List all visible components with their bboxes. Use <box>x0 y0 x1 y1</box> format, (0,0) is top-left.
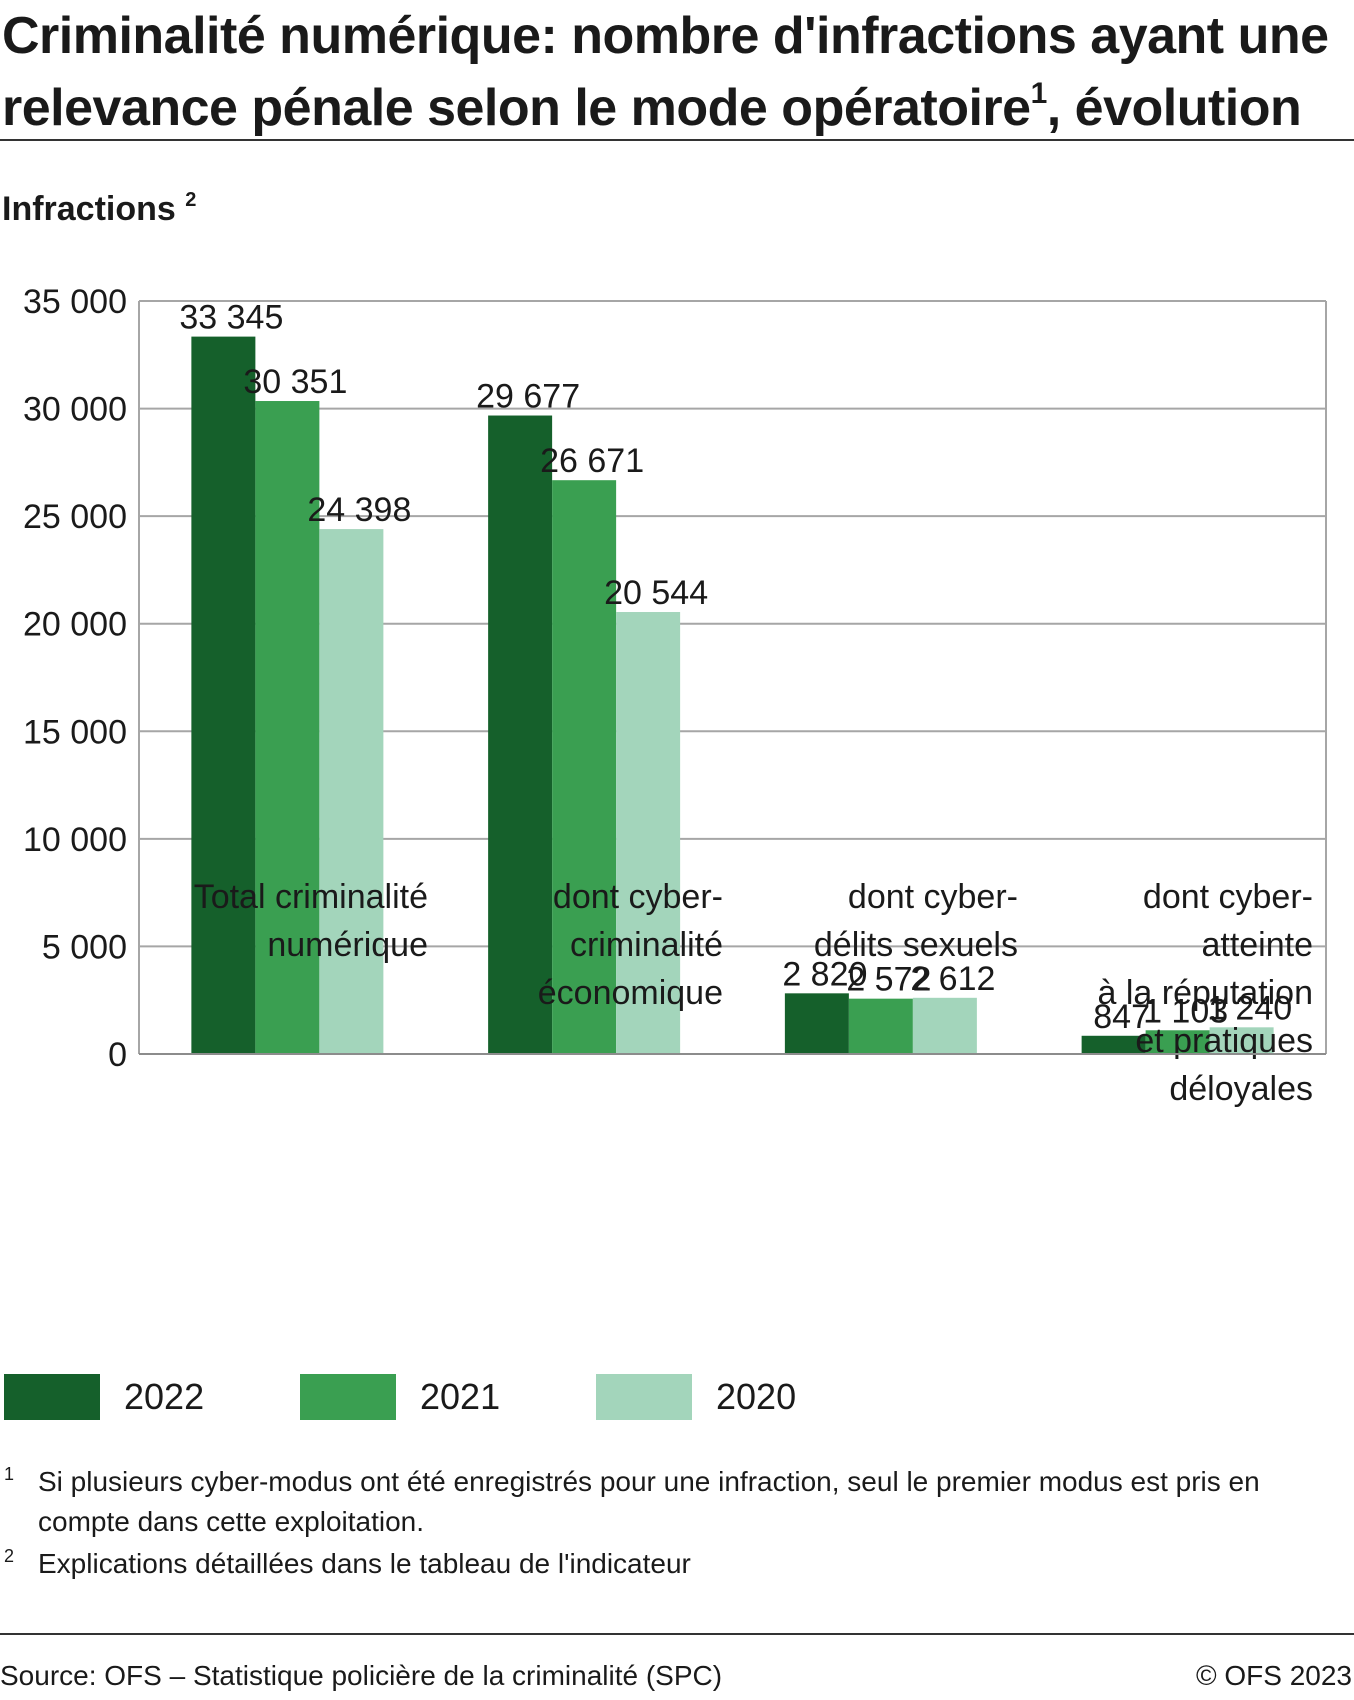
category-label: dont cyber- <box>1143 878 1313 916</box>
title-footnote-ref: 1 <box>1030 77 1048 110</box>
footnote-2-text: Explications détaillées dans le tableau … <box>38 1548 691 1579</box>
chart-title-suffix: , évolution <box>1046 79 1302 137</box>
bar-2021 <box>848 998 913 1054</box>
data-label: 1 240 <box>1207 989 1292 1027</box>
bar-2022 <box>1081 1035 1146 1054</box>
footnote-1-number: 1 <box>4 1464 15 1484</box>
category-label: déloyales <box>1169 1070 1313 1108</box>
y-tick-label: 10 000 <box>23 821 127 859</box>
y-tick-label: 25 000 <box>23 498 127 536</box>
data-label: 2 612 <box>910 960 995 998</box>
bar-2022 <box>488 415 553 1055</box>
data-label: 20 544 <box>604 574 708 612</box>
category-label: délits sexuels <box>814 926 1018 964</box>
y-axis-unit-text: Infractions <box>2 190 176 228</box>
legend-swatch-2020 <box>596 1374 692 1420</box>
bar-2021 <box>1145 1030 1210 1054</box>
data-label: 847 <box>1093 998 1150 1036</box>
copyright: © OFS 2023 <box>1195 1660 1352 1691</box>
bar-2022 <box>191 336 256 1054</box>
data-label: 2 572 <box>846 961 931 999</box>
category-label: dont cyber- <box>848 878 1018 916</box>
bar-2021 <box>255 401 320 1054</box>
bar-chart: 0 5 000 10 000 15 000 20 000 25 000 30 000 35 0… <box>23 283 1327 1108</box>
y-tick-label: 15 000 <box>23 713 127 751</box>
legend-label-2021: 2021 <box>420 1376 501 1417</box>
bar-2021 <box>552 480 617 1054</box>
category-label: Total criminalité <box>194 878 428 916</box>
y-tick-label: 20 000 <box>23 606 127 644</box>
bar-2020 <box>319 529 384 1054</box>
title-rule <box>0 139 1354 141</box>
legend-swatch-2022 <box>4 1374 100 1420</box>
category-label: économique <box>538 974 723 1012</box>
legend: 2022 2021 2020 <box>0 1374 1354 1424</box>
y-tick-label: 0 <box>108 1036 127 1074</box>
legend-label-2022: 2022 <box>124 1376 205 1417</box>
data-label: 33 345 <box>179 299 283 337</box>
category-label: numérique <box>267 926 428 964</box>
category-label: dont cyber- <box>553 878 723 916</box>
category-label: à la réputation <box>1098 974 1314 1012</box>
y-tick-label: 30 000 <box>23 391 127 429</box>
category-label: atteinte <box>1201 926 1313 964</box>
bar-2020 <box>912 997 977 1054</box>
y-tick-label: 5 000 <box>42 928 127 966</box>
data-label: 29 677 <box>476 378 580 416</box>
bar-2020 <box>1209 1027 1274 1054</box>
chart-title: Criminalité numérique: nombre d'infracti… <box>2 0 1342 144</box>
category-label: criminalité <box>570 926 723 964</box>
footer-rule <box>0 1633 1354 1635</box>
data-label: 2 820 <box>782 955 867 993</box>
data-label: 24 398 <box>307 491 411 529</box>
unit-footnote-ref: 2 <box>185 189 197 211</box>
y-tick-label: 35 000 <box>23 283 127 321</box>
bar-2022 <box>784 993 849 1054</box>
legend-label-2020: 2020 <box>716 1376 797 1417</box>
bar-2020 <box>616 612 681 1054</box>
legend-swatch-2021 <box>300 1374 396 1420</box>
data-label: 1 103 <box>1143 992 1228 1030</box>
data-label: 26 671 <box>540 442 644 480</box>
source-note: Source: OFS – Statistique policière de l… <box>0 1660 723 1691</box>
footnote-1-text: Si plusieurs cyber-modus ont été enregis… <box>38 1466 1260 1537</box>
chart-title-text: Criminalité numérique: nombre d'infracti… <box>2 7 1329 137</box>
footnote-2-number: 2 <box>4 1546 15 1566</box>
data-label: 30 351 <box>243 363 347 401</box>
y-axis-unit: Infractions 2 <box>2 190 196 229</box>
